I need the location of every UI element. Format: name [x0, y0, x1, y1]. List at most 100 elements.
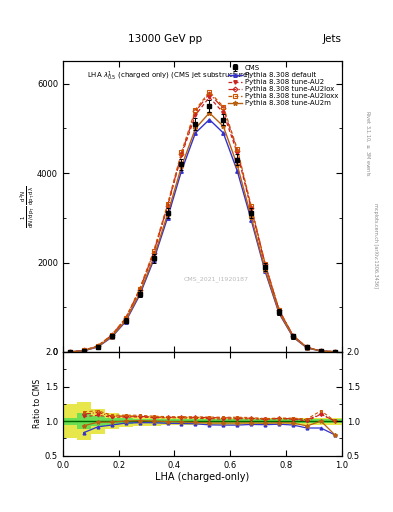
- Pythia 8.308 tune-AU2m: [95, 344, 100, 350]
- Pythia 8.308 default: [179, 168, 184, 174]
- Pythia 8.308 tune-AU2m: [277, 310, 281, 316]
- Pythia 8.308 tune-AU2loxx: [277, 307, 281, 313]
- Pythia 8.308 tune-AU2: [81, 348, 86, 354]
- Pythia 8.308 tune-AU2: [319, 348, 323, 354]
- Pythia 8.308 default: [305, 345, 309, 351]
- Pythia 8.308 tune-AU2lox: [95, 343, 100, 349]
- Pythia 8.308 tune-AU2lox: [332, 349, 337, 355]
- Pythia 8.308 tune-AU2: [291, 333, 296, 339]
- X-axis label: LHA (charged-only): LHA (charged-only): [155, 472, 250, 482]
- Line: Pythia 8.308 tune-AU2: Pythia 8.308 tune-AU2: [68, 95, 337, 354]
- Pythia 8.308 tune-AU2lox: [249, 204, 253, 210]
- Pythia 8.308 default: [165, 215, 170, 221]
- Pythia 8.308 tune-AU2m: [179, 163, 184, 169]
- Pythia 8.308 tune-AU2m: [263, 267, 268, 273]
- Pythia 8.308 tune-AU2m: [319, 348, 323, 354]
- Pythia 8.308 tune-AU2m: [137, 290, 142, 296]
- Pythia 8.308 tune-AU2lox: [277, 307, 281, 313]
- Pythia 8.308 tune-AU2m: [193, 125, 198, 132]
- Pythia 8.308 tune-AU2m: [68, 349, 72, 355]
- Line: Pythia 8.308 tune-AU2lox: Pythia 8.308 tune-AU2lox: [68, 92, 337, 354]
- Pythia 8.308 tune-AU2lox: [137, 287, 142, 293]
- Pythia 8.308 default: [221, 130, 226, 136]
- Pythia 8.308 tune-AU2loxx: [123, 315, 128, 321]
- Pythia 8.308 tune-AU2: [221, 110, 226, 116]
- Pythia 8.308 default: [235, 168, 240, 174]
- Pythia 8.308 tune-AU2loxx: [151, 248, 156, 254]
- Pythia 8.308 tune-AU2lox: [193, 109, 198, 115]
- Y-axis label: Ratio to CMS: Ratio to CMS: [33, 379, 42, 429]
- Pythia 8.308 tune-AU2m: [81, 348, 86, 354]
- Pythia 8.308 default: [137, 292, 142, 298]
- Pythia 8.308 default: [193, 130, 198, 136]
- Pythia 8.308 default: [332, 349, 337, 355]
- Pythia 8.308 tune-AU2: [332, 349, 337, 355]
- Pythia 8.308 tune-AU2loxx: [81, 347, 86, 353]
- Pythia 8.308 tune-AU2lox: [165, 203, 170, 209]
- Pythia 8.308 default: [95, 344, 100, 350]
- Text: mcplots.cern.ch [arXiv:1306.3436]: mcplots.cern.ch [arXiv:1306.3436]: [373, 203, 378, 288]
- Pythia 8.308 tune-AU2m: [151, 255, 156, 261]
- Pythia 8.308 tune-AU2lox: [235, 148, 240, 154]
- Pythia 8.308 tune-AU2: [109, 332, 114, 338]
- Pythia 8.308 tune-AU2loxx: [109, 332, 114, 338]
- Pythia 8.308 tune-AU2m: [249, 214, 253, 220]
- Pythia 8.308 tune-AU2m: [235, 162, 240, 168]
- Pythia 8.308 tune-AU2lox: [179, 151, 184, 157]
- Pythia 8.308 tune-AU2m: [332, 349, 337, 355]
- Text: 13000 GeV pp: 13000 GeV pp: [128, 33, 202, 44]
- Pythia 8.308 tune-AU2: [95, 343, 100, 349]
- Pythia 8.308 default: [249, 217, 253, 223]
- Pythia 8.308 tune-AU2lox: [221, 105, 226, 112]
- Pythia 8.308 tune-AU2loxx: [221, 103, 226, 110]
- Pythia 8.308 tune-AU2lox: [291, 333, 296, 339]
- Y-axis label: $\mathregular{\frac{1}{\mathrm{d}N\,/\,\mathrm{d}p_T}}$ $\mathregular{\frac{\mat: $\mathregular{\frac{1}{\mathrm{d}N\,/\,\…: [18, 185, 35, 228]
- Pythia 8.308 tune-AU2: [137, 287, 142, 293]
- Pythia 8.308 tune-AU2: [277, 307, 281, 313]
- Pythia 8.308 default: [263, 268, 268, 274]
- Pythia 8.308 tune-AU2loxx: [332, 349, 337, 355]
- Line: Pythia 8.308 tune-AU2m: Pythia 8.308 tune-AU2m: [68, 111, 337, 354]
- Pythia 8.308 default: [277, 310, 281, 316]
- Pythia 8.308 tune-AU2lox: [319, 348, 323, 354]
- Pythia 8.308 tune-AU2lox: [81, 347, 86, 353]
- Pythia 8.308 tune-AU2m: [109, 333, 114, 339]
- Pythia 8.308 tune-AU2loxx: [68, 349, 72, 355]
- Pythia 8.308 tune-AU2loxx: [95, 343, 100, 349]
- Pythia 8.308 tune-AU2loxx: [319, 348, 323, 354]
- Pythia 8.308 tune-AU2m: [305, 345, 309, 351]
- Line: Pythia 8.308 tune-AU2loxx: Pythia 8.308 tune-AU2loxx: [68, 90, 337, 354]
- Pythia 8.308 tune-AU2: [165, 204, 170, 210]
- Pythia 8.308 tune-AU2m: [123, 317, 128, 324]
- Pythia 8.308 tune-AU2: [151, 250, 156, 257]
- Pythia 8.308 tune-AU2loxx: [305, 344, 309, 350]
- Pythia 8.308 tune-AU2: [305, 345, 309, 351]
- Pythia 8.308 tune-AU2loxx: [193, 106, 198, 113]
- Text: Rivet 3.1.10, $\geq$ 3M events: Rivet 3.1.10, $\geq$ 3M events: [364, 110, 371, 177]
- Pythia 8.308 tune-AU2: [207, 94, 212, 100]
- Text: CMS_2021_I1920187: CMS_2021_I1920187: [184, 276, 249, 282]
- Pythia 8.308 tune-AU2lox: [263, 261, 268, 267]
- Pythia 8.308 tune-AU2loxx: [291, 333, 296, 339]
- Pythia 8.308 tune-AU2loxx: [207, 89, 212, 95]
- Pythia 8.308 tune-AU2loxx: [137, 286, 142, 292]
- Pythia 8.308 tune-AU2: [235, 150, 240, 156]
- Pythia 8.308 tune-AU2m: [207, 110, 212, 116]
- Pythia 8.308 default: [81, 348, 86, 354]
- Pythia 8.308 tune-AU2m: [221, 123, 226, 130]
- Pythia 8.308 default: [207, 116, 212, 122]
- Pythia 8.308 default: [109, 334, 114, 340]
- Pythia 8.308 default: [291, 334, 296, 340]
- Pythia 8.308 tune-AU2: [179, 152, 184, 158]
- Text: LHA $\lambda^{1}_{0.5}$ (charged only) (CMS jet substructure): LHA $\lambda^{1}_{0.5}$ (charged only) (…: [87, 70, 251, 83]
- Line: Pythia 8.308 default: Pythia 8.308 default: [68, 118, 337, 354]
- Pythia 8.308 tune-AU2loxx: [263, 261, 268, 267]
- Pythia 8.308 tune-AU2lox: [68, 349, 72, 355]
- Pythia 8.308 default: [151, 257, 156, 263]
- Pythia 8.308 tune-AU2lox: [207, 91, 212, 97]
- Text: Jets: Jets: [323, 33, 342, 44]
- Pythia 8.308 tune-AU2loxx: [179, 149, 184, 155]
- Pythia 8.308 tune-AU2loxx: [165, 201, 170, 207]
- Pythia 8.308 tune-AU2lox: [123, 315, 128, 322]
- Pythia 8.308 tune-AU2lox: [109, 332, 114, 338]
